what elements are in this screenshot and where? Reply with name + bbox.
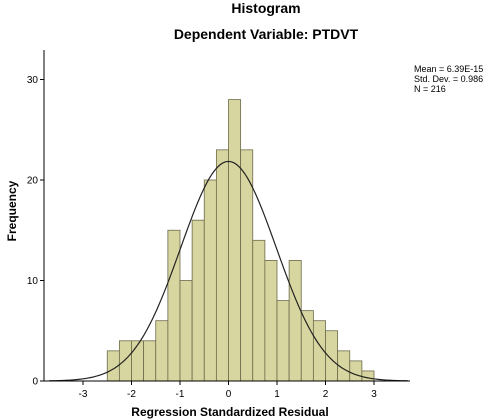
y-tick-label: 0 — [32, 377, 38, 388]
x-tick-label: 1 — [274, 389, 280, 400]
stat-n: N = 216 — [414, 84, 446, 94]
histogram-bar — [191, 219, 205, 382]
stat-std-dev: Std. Dev. = 0.986 — [414, 74, 484, 84]
histogram-bar — [143, 340, 157, 382]
histogram-bar — [288, 259, 302, 382]
stat-mean: Mean = 6.39E-15 — [414, 64, 484, 74]
histogram-bar — [203, 179, 217, 382]
normal-curve-line — [49, 160, 408, 382]
x-tick-label: -3 — [79, 389, 88, 400]
histogram-bar — [228, 99, 242, 382]
x-axis-label: Regression Standardized Residual — [131, 405, 329, 419]
histogram-bar — [155, 320, 169, 382]
y-tick-label: 30 — [27, 75, 39, 86]
histogram-bar — [361, 370, 375, 382]
histogram-bar — [349, 360, 363, 382]
chart-subtitle: Dependent Variable: PTDVT — [173, 26, 359, 42]
histogram-bar — [252, 239, 266, 382]
x-tick-label: 3 — [371, 389, 377, 400]
x-tick-label: -2 — [127, 389, 136, 400]
stats-box: Mean = 6.39E-15 Std. Dev. = 0.986 N = 21… — [414, 64, 483, 94]
histogram-bar — [300, 310, 314, 382]
histogram-bar — [118, 340, 132, 382]
chart-title: Histogram — [231, 0, 301, 16]
y-tick-label: 10 — [27, 276, 39, 287]
x-tick-label: 2 — [323, 389, 329, 400]
histogram-bar — [276, 300, 290, 382]
histogram-bar — [131, 340, 145, 382]
y-tick-label: 20 — [27, 176, 39, 187]
histogram-bar — [264, 259, 278, 382]
x-tick-label: 0 — [226, 389, 232, 400]
x-tick-label: -1 — [176, 389, 185, 400]
histogram-bar — [167, 229, 181, 382]
histogram-bar — [215, 149, 229, 382]
histogram-bar — [179, 280, 193, 382]
